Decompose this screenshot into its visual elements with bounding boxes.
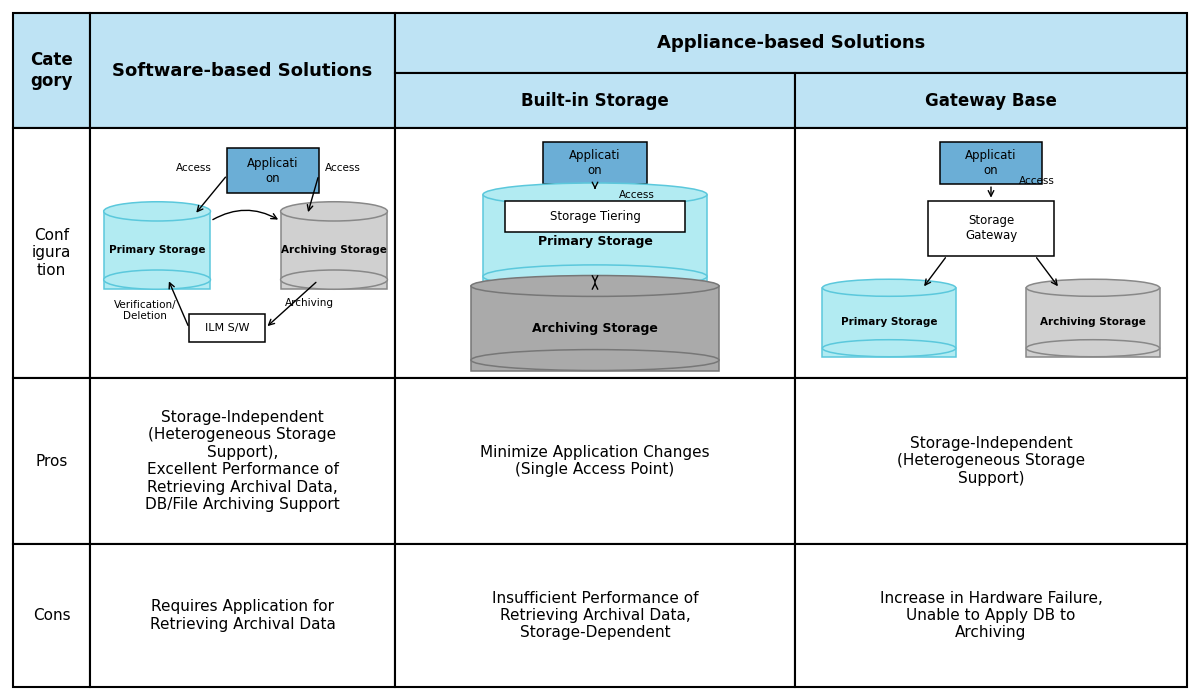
Text: Applicati
on: Applicati on: [569, 149, 620, 177]
Bar: [13, 544, 90, 687]
Bar: [13, 128, 90, 378]
Bar: [940, 141, 1042, 184]
Bar: [796, 378, 1187, 544]
Ellipse shape: [103, 202, 210, 221]
Ellipse shape: [470, 349, 719, 370]
Text: Cate
gory: Cate gory: [30, 51, 73, 90]
Text: Primary Storage: Primary Storage: [109, 245, 205, 255]
Bar: [103, 211, 210, 289]
Text: Applicati
on: Applicati on: [965, 149, 1016, 177]
Bar: [470, 286, 719, 370]
Bar: [90, 13, 395, 128]
Text: Requires Application for
Retrieving Archival Data: Requires Application for Retrieving Arch…: [150, 599, 336, 631]
Bar: [395, 73, 796, 128]
Text: Storage-Independent
(Heterogeneous Storage
Support),
Excellent Performance of
Re: Storage-Independent (Heterogeneous Stora…: [145, 410, 340, 512]
Ellipse shape: [103, 270, 210, 289]
Text: Access: Access: [325, 163, 361, 173]
Bar: [822, 288, 955, 357]
Bar: [796, 128, 1187, 378]
Text: Archiving Storage: Archiving Storage: [1040, 317, 1146, 328]
Text: Storage Tiering: Storage Tiering: [550, 210, 641, 223]
Bar: [1026, 288, 1159, 357]
Text: ILM S/W: ILM S/W: [205, 323, 250, 333]
Bar: [227, 148, 319, 193]
Ellipse shape: [470, 276, 719, 296]
Ellipse shape: [281, 270, 388, 289]
Bar: [395, 378, 796, 544]
Ellipse shape: [482, 183, 707, 206]
Text: Archiving Storage: Archiving Storage: [281, 245, 386, 255]
Text: Minimize Application Changes
(Single Access Point): Minimize Application Changes (Single Acc…: [480, 444, 710, 477]
Text: Applicati
on: Applicati on: [247, 157, 299, 185]
Text: Built-in Storage: Built-in Storage: [521, 92, 668, 109]
Text: Verification/
Deletion: Verification/ Deletion: [114, 300, 176, 321]
Text: Storage
Gateway: Storage Gateway: [965, 214, 1018, 242]
Text: Insufficient Performance of
Retrieving Archival Data,
Storage-Dependent: Insufficient Performance of Retrieving A…: [492, 591, 698, 640]
Bar: [395, 544, 796, 687]
Text: Conf
igura
tion: Conf igura tion: [32, 228, 71, 278]
Text: Archiving Storage: Archiving Storage: [532, 322, 658, 335]
Text: Primary Storage: Primary Storage: [538, 234, 653, 248]
Bar: [484, 195, 707, 288]
Text: Gateway Base: Gateway Base: [925, 92, 1057, 109]
Bar: [505, 201, 684, 232]
Ellipse shape: [822, 340, 955, 357]
Bar: [13, 378, 90, 544]
Text: Pros: Pros: [35, 454, 67, 468]
Text: Software-based Solutions: Software-based Solutions: [113, 62, 373, 80]
Bar: [190, 314, 265, 342]
Bar: [90, 128, 395, 378]
Bar: [395, 13, 1187, 73]
Bar: [13, 13, 90, 128]
Ellipse shape: [281, 202, 388, 221]
Text: Access: Access: [175, 163, 211, 173]
Bar: [796, 544, 1187, 687]
Ellipse shape: [482, 265, 707, 288]
Bar: [395, 128, 796, 378]
Bar: [796, 73, 1187, 128]
Text: Archiving: Archiving: [284, 298, 334, 308]
Bar: [90, 378, 395, 544]
Text: Access: Access: [1019, 176, 1055, 186]
Ellipse shape: [822, 279, 955, 296]
Bar: [90, 544, 395, 687]
Bar: [542, 141, 647, 184]
Text: Storage-Independent
(Heterogeneous Storage
Support): Storage-Independent (Heterogeneous Stora…: [896, 436, 1085, 486]
Bar: [281, 211, 388, 289]
Bar: [929, 200, 1054, 256]
Text: Primary Storage: Primary Storage: [841, 317, 937, 328]
Text: Increase in Hardware Failure,
Unable to Apply DB to
Archiving: Increase in Hardware Failure, Unable to …: [880, 591, 1103, 640]
Text: Cons: Cons: [32, 608, 71, 623]
Ellipse shape: [1026, 279, 1159, 296]
Ellipse shape: [1026, 340, 1159, 357]
Text: Appliance-based Solutions: Appliance-based Solutions: [656, 34, 925, 52]
Text: Access: Access: [619, 190, 655, 200]
